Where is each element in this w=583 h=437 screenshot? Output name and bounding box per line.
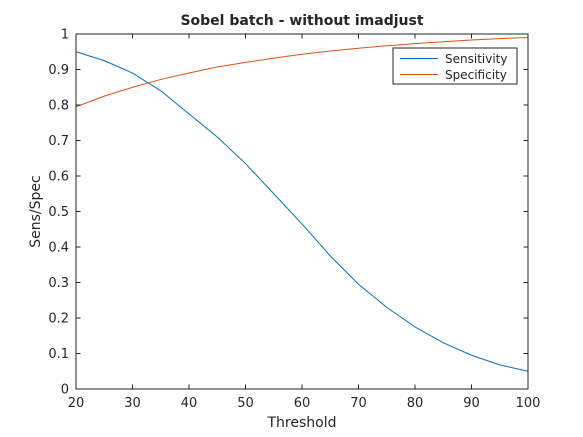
- legend-label-sensitivity: Sensitivity: [445, 52, 507, 66]
- y-tick-label: 0: [61, 383, 69, 398]
- x-tick-label: 60: [294, 396, 311, 411]
- y-tick-label: 0.3: [48, 276, 69, 291]
- y-tick-label: 0.1: [48, 347, 69, 362]
- series-line-specificity: [75, 37, 529, 108]
- x-tick-label: 80: [407, 396, 424, 411]
- x-tick-label: 50: [237, 396, 254, 411]
- x-tick-label: 100: [516, 396, 541, 411]
- y-tick-label: 0.6: [48, 170, 69, 185]
- tick-layer: 20 30 40 50 60 70 80 90 100 0 0.1 0.2 0.3 0.4 0.5 0.6 0.…: [48, 28, 540, 412]
- x-tick-label: 30: [124, 396, 141, 411]
- series-line-sensitivity: [75, 51, 529, 372]
- chart-title: Sobel batch - without imadjust: [180, 13, 423, 29]
- y-tick-label: 0.7: [48, 134, 69, 149]
- legend: Sensitivity Specificity: [392, 47, 518, 85]
- y-tick-label: 0.2: [48, 312, 69, 327]
- x-tick-label: 40: [181, 396, 198, 411]
- y-axis-label: Sens/Spec: [28, 175, 44, 247]
- x-tick-label: 90: [463, 396, 480, 411]
- y-tick-label: 1: [61, 28, 69, 43]
- x-tick-label: 70: [350, 396, 367, 411]
- y-tick-label: 0.9: [48, 63, 69, 78]
- series-layer: [75, 37, 529, 372]
- y-tick-label: 0.8: [48, 99, 69, 114]
- plot-area-background: [76, 34, 528, 389]
- y-tick-label: 0.5: [48, 205, 69, 220]
- x-axis-label: Threshold: [267, 415, 337, 431]
- legend-box: [392, 47, 518, 85]
- x-tick-label: 20: [68, 396, 85, 411]
- legend-label-specificity: Specificity: [445, 68, 507, 82]
- y-tick-label: 0.4: [48, 241, 69, 256]
